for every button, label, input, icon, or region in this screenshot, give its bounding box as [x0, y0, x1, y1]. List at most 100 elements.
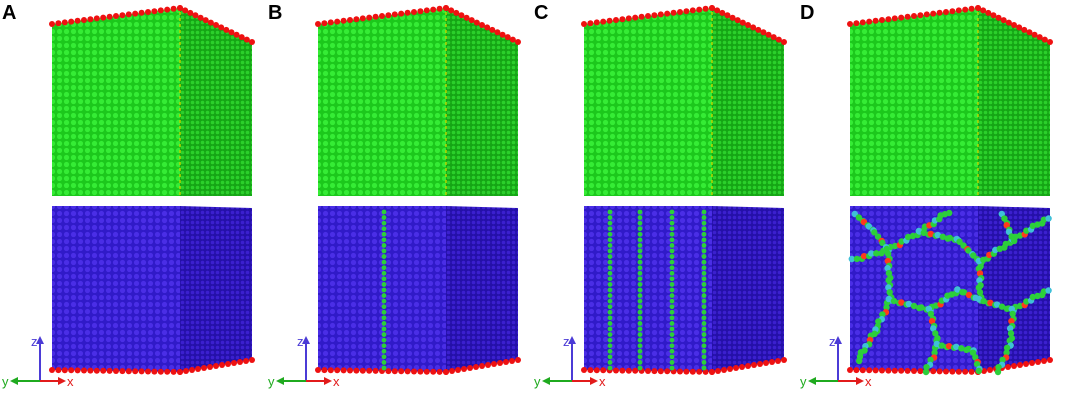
surface-atom: [359, 367, 366, 374]
y-arrow: [10, 377, 18, 385]
surface-atom: [225, 361, 231, 367]
surface-atom: [340, 17, 347, 24]
surface-atom: [987, 367, 993, 373]
boundary-atom: [669, 321, 675, 326]
surface-atom: [157, 7, 164, 14]
surface-atom: [164, 6, 171, 13]
surface-atom: [125, 11, 132, 18]
surface-atom: [911, 13, 917, 19]
boundary-atom: [934, 231, 941, 239]
surface-atom: [417, 8, 424, 15]
boundary-atom: [701, 287, 707, 293]
surface-atom: [1016, 24, 1023, 31]
boundary-atom: [701, 332, 707, 337]
surface-atom: [315, 367, 321, 373]
surface-atom: [177, 5, 183, 11]
boundary-atom: [637, 354, 643, 360]
surface-atom: [353, 16, 360, 23]
bottom-block-front: [52, 206, 180, 372]
boundary-atom: [607, 332, 613, 337]
surface-atom: [664, 368, 671, 375]
boundary-atom: [607, 354, 613, 360]
surface-atom: [962, 368, 969, 375]
surface-atom: [321, 367, 328, 374]
surface-atom: [739, 19, 746, 26]
boundary-atom: [883, 245, 890, 253]
boundary-atom: [607, 220, 613, 226]
surface-atom: [201, 365, 207, 371]
surface-atom: [733, 365, 739, 371]
surface-atom: [724, 12, 731, 19]
boundary-atom: [669, 332, 675, 337]
boundary-atom: [669, 254, 675, 259]
surface-atom: [859, 19, 866, 26]
boundary-atom: [381, 209, 387, 215]
boundary-atom: [886, 289, 893, 296]
boundary-atom: [637, 298, 643, 304]
surface-atom: [625, 367, 632, 374]
surface-atom: [745, 363, 751, 369]
boundary-atom: [953, 343, 960, 350]
surface-atom: [1047, 39, 1053, 45]
x-arrow: [324, 377, 332, 385]
boundary-atom: [381, 293, 387, 298]
boundary-atom: [381, 304, 387, 310]
boundary-atom: [965, 345, 972, 353]
surface-atom: [593, 19, 600, 26]
boundary-atom: [925, 305, 932, 313]
surface-atom: [613, 367, 619, 374]
boundary-atom: [637, 243, 643, 248]
boundary-atom: [381, 337, 387, 343]
boundary-atom: [669, 293, 675, 298]
surface-atom: [499, 31, 506, 38]
surface-atom: [727, 366, 733, 372]
surface-atom: [485, 362, 491, 368]
surface-atom: [411, 368, 417, 375]
surface-atom: [100, 14, 107, 21]
surface-atom: [74, 367, 81, 374]
surface-atom: [509, 358, 515, 364]
boundary-atom: [994, 368, 1002, 376]
boundary-atom: [607, 254, 613, 259]
surface-atom: [600, 367, 607, 374]
surface-atom: [61, 367, 68, 374]
surface-atom: [757, 361, 763, 367]
boundary-atom: [637, 237, 643, 243]
boundary-atom: [637, 270, 643, 276]
surface-atom: [632, 367, 639, 374]
boundary-atom: [381, 348, 387, 354]
bottom-block-side: [978, 206, 1050, 372]
surface-atom: [904, 367, 911, 374]
surface-atom: [657, 11, 664, 18]
boundary-atom: [607, 237, 613, 243]
surface-atom: [366, 367, 373, 374]
boundary-atom: [381, 226, 387, 232]
surface-atom: [1041, 358, 1047, 364]
surface-atom: [775, 358, 781, 364]
boundary-atom: [607, 337, 613, 343]
x-axis-label: x: [67, 374, 74, 389]
surface-atom: [417, 368, 424, 375]
boundary-atom: [381, 360, 387, 365]
surface-atom: [359, 15, 366, 22]
top-block-side: [446, 8, 518, 196]
surface-atom: [1011, 363, 1017, 369]
boundary-atom: [637, 226, 643, 232]
boundary-atom: [669, 304, 675, 310]
boundary-atom: [637, 220, 643, 226]
boundary-atom: [669, 226, 675, 232]
surface-atom: [453, 9, 460, 16]
surface-atom: [443, 5, 449, 11]
boundary-atom: [637, 348, 643, 354]
surface-atom: [233, 31, 240, 38]
surface-atom: [461, 366, 467, 372]
surface-atom: [847, 21, 853, 27]
boundary-atom: [980, 297, 987, 305]
surface-atom: [192, 12, 199, 19]
boundary-atom: [922, 368, 930, 376]
surface-atom: [581, 21, 587, 27]
surface-atom: [177, 369, 183, 375]
surface-atom: [859, 367, 866, 374]
boundary-atom: [701, 209, 707, 215]
boundary-atom: [381, 276, 387, 282]
